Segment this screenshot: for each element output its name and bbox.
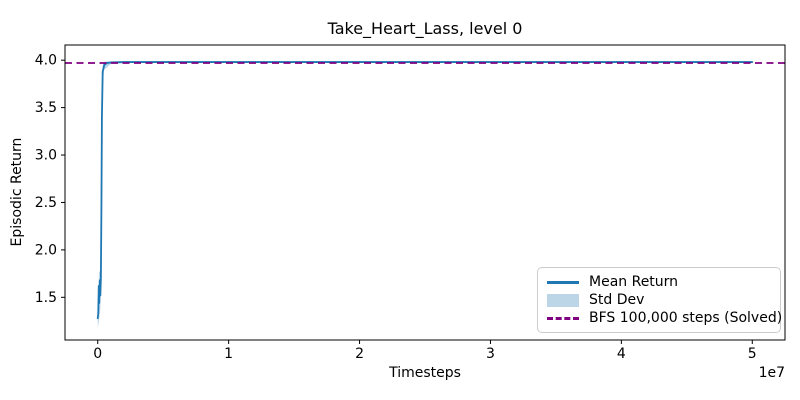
y-tick-label: 3.0 bbox=[35, 148, 57, 164]
y-tick-label: 4.0 bbox=[35, 53, 57, 69]
legend: Mean Return Std Dev BFS 100,000 steps (S… bbox=[537, 267, 782, 333]
chart-title: Take_Heart_Lass, level 0 bbox=[327, 19, 523, 38]
bfs-dashed-line-swatch-icon bbox=[547, 316, 579, 320]
x-tick-label: 4 bbox=[617, 346, 626, 362]
legend-item-bfs-baseline: BFS 100,000 steps (Solved) bbox=[547, 309, 782, 327]
x-tick-label: 0 bbox=[93, 346, 102, 362]
y-tick-label: 3.5 bbox=[35, 100, 57, 116]
x-tick-label: 5 bbox=[748, 346, 757, 362]
axes-frame bbox=[64, 44, 786, 341]
std-dev-patch-swatch-icon bbox=[547, 293, 579, 307]
x-tick-label: 2 bbox=[355, 346, 364, 362]
legend-item-mean-return: Mean Return bbox=[547, 273, 771, 291]
x-axis-offset-label: 1e7 bbox=[758, 365, 785, 381]
x-axis-label: Timesteps bbox=[389, 365, 461, 381]
y-axis-label: Episodic Return bbox=[9, 137, 25, 247]
legend-label-mean-return: Mean Return bbox=[589, 274, 679, 290]
x-tick-label: 1 bbox=[224, 346, 233, 362]
mean-return-line bbox=[96, 61, 754, 320]
x-tick-label: 3 bbox=[486, 346, 495, 362]
legend-item-std-dev: Std Dev bbox=[547, 291, 771, 309]
y-tick-label: 1.5 bbox=[35, 290, 57, 306]
y-tick-label: 2.5 bbox=[35, 195, 57, 211]
y-tick-label: 2.0 bbox=[35, 242, 57, 258]
mean-return-line-swatch-icon bbox=[547, 280, 579, 284]
legend-label-bfs-baseline: BFS 100,000 steps (Solved) bbox=[589, 310, 783, 326]
legend-label-std-dev: Std Dev bbox=[589, 292, 645, 308]
